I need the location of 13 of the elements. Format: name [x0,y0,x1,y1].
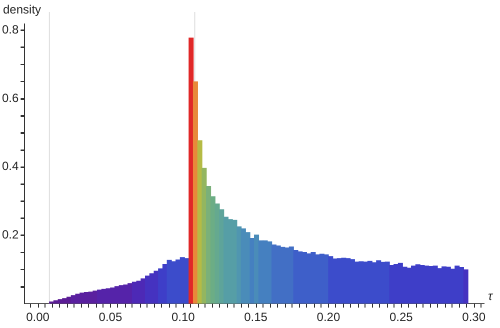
y-tick-label: 0.8 [2,22,19,36]
x-tick-label: 0.20 [316,310,340,324]
x-tick-label: 0.15 [244,310,268,324]
x-axis-title: τ [488,288,494,303]
y-tick-label: 0.4 [2,159,19,174]
y-axis-title: density [3,2,42,16]
x-tick-label: 0.10 [171,310,196,324]
x-tick-label: 0.00 [26,310,50,324]
x-tick-label: 0.25 [389,310,414,324]
x-tick-label: 0.30 [462,310,486,324]
x-tick-label: 0.05 [98,310,122,324]
y-tick-label: 0.6 [2,90,19,105]
y-tick-label: 0.2 [2,228,19,242]
